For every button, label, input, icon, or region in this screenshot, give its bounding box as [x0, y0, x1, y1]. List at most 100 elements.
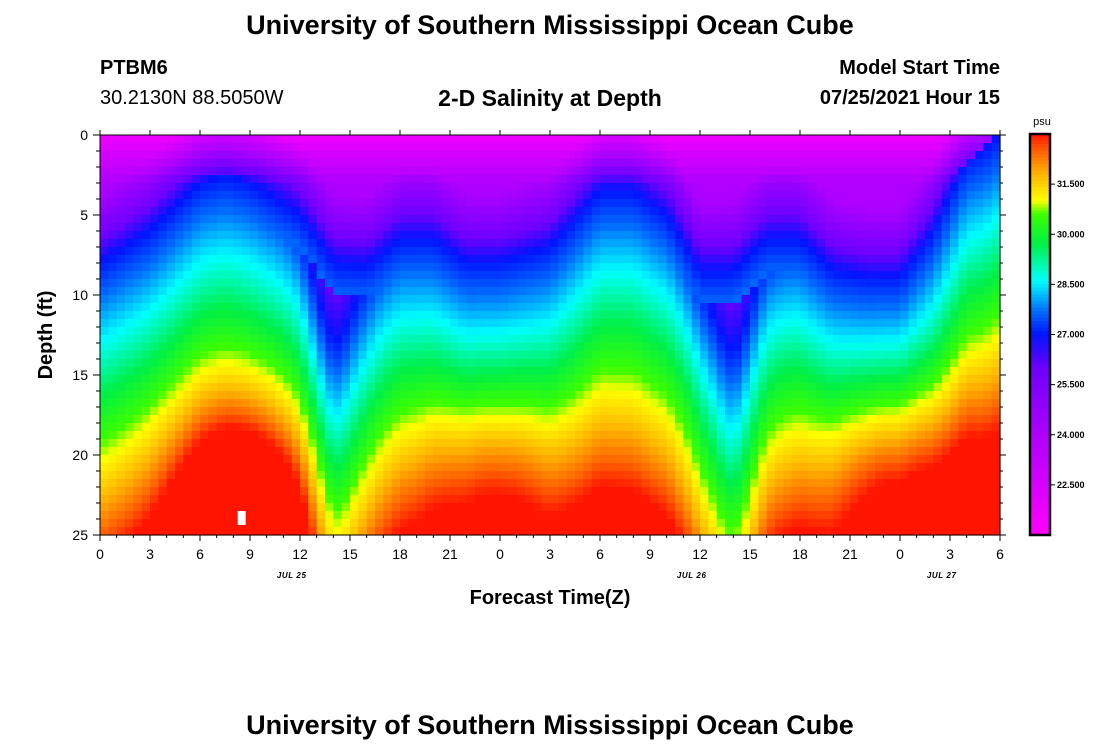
heatmap-cell	[508, 399, 518, 408]
heatmap-cell	[475, 175, 484, 184]
heatmap-cell	[908, 175, 918, 184]
heatmap-cell	[183, 391, 193, 400]
heatmap-cell	[791, 151, 801, 160]
heatmap-cell	[291, 303, 301, 312]
heatmap-cell	[375, 271, 384, 280]
heatmap-cell	[408, 463, 418, 472]
heatmap-cell	[583, 447, 593, 456]
heatmap-cell	[383, 519, 393, 528]
heatmap-cell	[575, 287, 584, 296]
heatmap-cell	[883, 239, 893, 248]
heatmap-cell	[433, 287, 443, 296]
heatmap-cell	[308, 191, 318, 200]
heatmap-cell	[800, 455, 809, 464]
heatmap-cell	[875, 215, 884, 224]
heatmap-cell	[908, 223, 918, 232]
heatmap-cell	[191, 191, 201, 200]
heatmap-cell	[658, 271, 668, 280]
heatmap-cell	[133, 399, 143, 408]
heatmap-cell	[366, 311, 376, 320]
heatmap-cell	[525, 423, 534, 432]
heatmap-cell	[258, 367, 268, 376]
heatmap-cell	[225, 431, 234, 440]
heatmap-cell	[433, 199, 443, 208]
heatmap-cell	[125, 271, 134, 280]
heatmap-cell	[550, 143, 559, 152]
heatmap-cell	[300, 183, 309, 192]
heatmap-cell	[158, 415, 168, 424]
heatmap-cell	[783, 263, 793, 272]
heatmap-cell	[141, 191, 151, 200]
heatmap-cell	[108, 383, 118, 392]
heatmap-cell	[791, 231, 801, 240]
heatmap-cell	[416, 375, 426, 384]
heatmap-cell	[225, 167, 234, 176]
heatmap-cell	[283, 455, 293, 464]
heatmap-cell	[408, 527, 418, 536]
heatmap-cell	[775, 519, 784, 528]
heatmap-cell	[158, 431, 168, 440]
heatmap-cell	[658, 511, 668, 520]
heatmap-cell	[633, 415, 643, 424]
heatmap-cell	[108, 511, 118, 520]
heatmap-cell	[891, 447, 901, 456]
heatmap-cell	[408, 255, 418, 264]
heatmap-cell	[733, 511, 743, 520]
heatmap-cell	[816, 415, 826, 424]
heatmap-cell	[141, 135, 151, 144]
heatmap-cell	[800, 255, 809, 264]
heatmap-cell	[100, 271, 109, 280]
heatmap-cell	[233, 327, 243, 336]
heatmap-cell	[791, 319, 801, 328]
heatmap-cell	[850, 271, 859, 280]
heatmap-cell	[691, 175, 701, 184]
heatmap-cell	[541, 527, 551, 536]
heatmap-cell	[375, 183, 384, 192]
heatmap-cell	[925, 191, 934, 200]
heatmap-cell	[825, 487, 834, 496]
heatmap-cell	[541, 503, 551, 512]
heatmap-cell	[258, 231, 268, 240]
heatmap-cell	[900, 487, 909, 496]
heatmap-cell	[433, 223, 443, 232]
heatmap-cell	[133, 407, 143, 416]
heatmap-cell	[716, 359, 726, 368]
heatmap-cell	[300, 271, 309, 280]
heatmap-cell	[883, 223, 893, 232]
heatmap-cell	[441, 463, 451, 472]
heatmap-cell	[658, 183, 668, 192]
heatmap-cell	[258, 215, 268, 224]
heatmap-cell	[183, 263, 193, 272]
heatmap-cell	[408, 439, 418, 448]
heatmap-cell	[658, 351, 668, 360]
heatmap-cell	[191, 375, 201, 384]
heatmap-cell	[625, 343, 634, 352]
heatmap-cell	[800, 135, 809, 144]
heatmap-cell	[175, 431, 184, 440]
heatmap-cell	[841, 511, 851, 520]
heatmap-cell	[150, 287, 159, 296]
heatmap-cell	[216, 303, 226, 312]
heatmap-cell	[916, 247, 926, 256]
heatmap-cell	[766, 223, 776, 232]
heatmap-cell	[291, 135, 301, 144]
station-coordinates: 30.2130N 88.5050W	[100, 87, 284, 109]
heatmap-cell	[400, 199, 409, 208]
heatmap-cell	[741, 183, 751, 192]
heatmap-cell	[916, 271, 926, 280]
heatmap-cell	[333, 135, 343, 144]
heatmap-cell	[516, 263, 526, 272]
heatmap-cell	[775, 359, 784, 368]
heatmap-cell	[391, 447, 401, 456]
heatmap-cell	[458, 175, 468, 184]
heatmap-cell	[558, 255, 568, 264]
heatmap-cell	[166, 207, 176, 216]
heatmap-cell	[400, 319, 409, 328]
heatmap-cell	[558, 335, 568, 344]
heatmap-cell	[716, 303, 726, 312]
heatmap-cell	[475, 367, 484, 376]
heatmap-cell	[516, 343, 526, 352]
heatmap-cell	[425, 239, 434, 248]
heatmap-cell	[866, 343, 876, 352]
heatmap-cell	[425, 327, 434, 336]
